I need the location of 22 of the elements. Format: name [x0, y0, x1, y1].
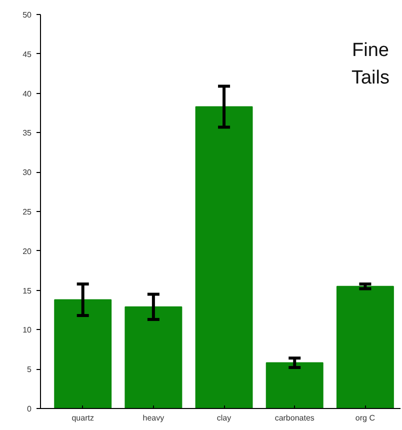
y-tick-label: 40	[22, 89, 32, 98]
bar	[266, 362, 324, 408]
annotation: Fine Tails	[351, 40, 390, 88]
y-tick-label: 15	[22, 286, 32, 296]
x-tick-label: heavy	[142, 414, 164, 422]
y-tick-label: 30	[22, 168, 32, 178]
y-tick-label: 25	[22, 208, 32, 216]
x-tick-label: carbonates	[274, 414, 314, 422]
y-tick-label: 50	[22, 10, 32, 20]
bar	[195, 106, 253, 408]
y-tick-label: 20	[22, 246, 32, 256]
x-tick-label: quartz	[72, 414, 94, 422]
bar	[336, 286, 394, 408]
x-tick-label: clay	[216, 414, 232, 422]
bar	[124, 306, 182, 408]
y-tick-label: 10	[22, 326, 32, 335]
y-tick-label: 5	[27, 365, 32, 374]
x-tick-label: org C	[355, 414, 376, 422]
y-tick-label: 35	[22, 128, 32, 138]
bar	[54, 299, 112, 408]
y-tick-label: 45	[22, 50, 32, 59]
y-tick-label: 0	[27, 404, 32, 414]
